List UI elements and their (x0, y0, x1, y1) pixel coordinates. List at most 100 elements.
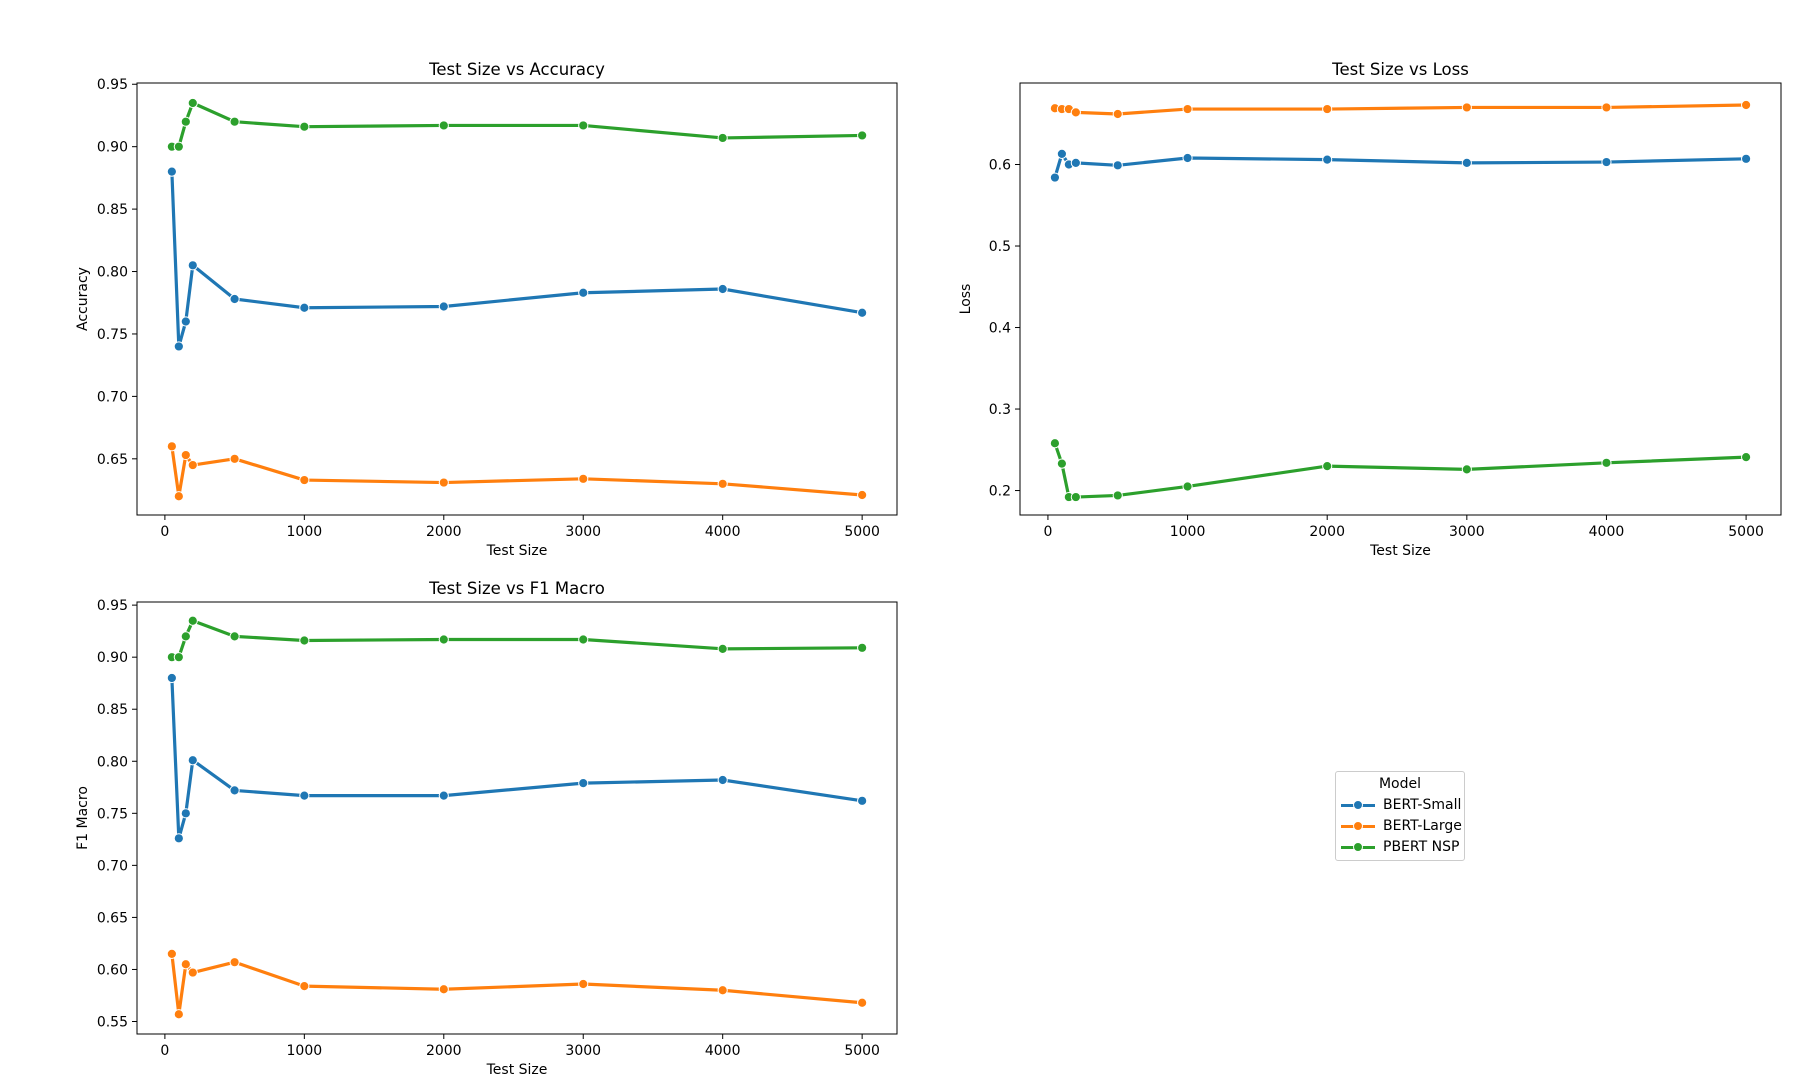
legend-title: Model (1378, 776, 1422, 792)
y-tick-label: 0.70 (97, 389, 128, 405)
data-point-pbert-nsp (438, 120, 449, 131)
x-tick-label: 1000 (287, 1043, 323, 1059)
y-tick-label: 0.5 (989, 239, 1011, 255)
data-point-bert-large (1740, 99, 1752, 111)
data-point-pbert-nsp (180, 116, 191, 127)
data-point-bert-large (1182, 103, 1193, 115)
series-line-pbert-nsp (1053, 441, 1748, 499)
y-tick-label: 0.70 (97, 858, 128, 874)
data-point-pbert-nsp (857, 642, 868, 653)
data-point-bert-large (173, 1009, 184, 1020)
data-point-bert-large (299, 981, 310, 992)
y-tick-label: 0.85 (97, 702, 128, 718)
x-tick-label: 5000 (844, 524, 880, 540)
data-point-pbert-nsp (857, 130, 868, 141)
data-point-bert-small (438, 301, 449, 312)
x-tick-label: 5000 (1728, 524, 1764, 540)
data-point-bert-small (166, 672, 177, 684)
y-axis-label: F1 Macro (75, 786, 91, 850)
x-axis-label: Test Size (486, 543, 548, 559)
data-point-bert-small (857, 307, 868, 318)
series-line-bert-small (170, 170, 864, 349)
x-tick-label: 3000 (565, 524, 601, 540)
data-point-bert-small (578, 778, 589, 789)
data-point-bert-small (1056, 148, 1067, 160)
x-axis-label: Test Size (1369, 543, 1431, 559)
data-point-bert-large (438, 477, 449, 488)
data-point-pbert-nsp (717, 132, 728, 144)
data-point-bert-small (1740, 153, 1752, 164)
data-point-bert-large (229, 957, 240, 968)
chart-title: Test Size vs F1 Macro (428, 579, 605, 598)
data-point-pbert-nsp (173, 652, 184, 663)
data-point-bert-small (187, 755, 198, 766)
data-point-bert-small (857, 795, 868, 806)
x-tick-label: 0 (1043, 524, 1052, 540)
legend-item-bert-large: BERT-Large (1336, 815, 1464, 836)
data-point-bert-small (1070, 157, 1081, 168)
data-point-bert-large (187, 967, 198, 978)
legend-swatch-pbert-nsp (1341, 840, 1375, 854)
legend-label-bert-small: BERT-Small (1383, 796, 1462, 813)
legend-item-bert-small: BERT-Small (1336, 794, 1464, 815)
y-tick-label: 0.75 (97, 806, 128, 822)
data-point-bert-small (166, 166, 177, 177)
data-point-bert-small (1461, 157, 1472, 168)
chart-f1-macro: 0 1000 2000 3000 4000 5000 0.55 0.60 0.65 0.70 0.7… (75, 579, 898, 1078)
data-point-bert-large (1322, 103, 1333, 115)
data-point-bert-large (857, 489, 868, 501)
data-point-pbert-nsp (438, 634, 449, 645)
x-tick-label: 4000 (1589, 524, 1625, 540)
data-point-pbert-nsp (299, 121, 310, 132)
data-point-bert-small (299, 302, 310, 313)
data-point-bert-large (180, 449, 191, 461)
x-tick-label: 0 (160, 524, 169, 540)
y-tick-label: 0.60 (97, 962, 128, 978)
data-point-pbert-nsp (180, 631, 191, 642)
data-point-pbert-nsp (1601, 457, 1612, 468)
series-line-bert-small (170, 676, 864, 840)
series-line-bert-large (1053, 103, 1748, 116)
data-point-bert-large (857, 997, 868, 1008)
data-point-bert-large (180, 959, 191, 970)
chart-accuracy: 0 1000 2000 3000 4000 5000 0.65 0.70 0.75 0.80 0.8… (75, 60, 898, 559)
series-line-bert-large (170, 444, 864, 498)
x-tick-label: 3000 (565, 1043, 601, 1059)
data-point-bert-small (187, 260, 198, 271)
data-point-bert-small (180, 316, 191, 327)
y-tick-label: 0.6 (989, 158, 1011, 174)
data-point-bert-large (1070, 107, 1081, 118)
y-tick-label: 0.2 (989, 484, 1011, 500)
axes-frame (1019, 82, 1782, 516)
legend-swatch-bert-small (1341, 798, 1375, 812)
series-line-pbert-nsp (170, 619, 864, 659)
x-tick-label: 3000 (1449, 524, 1485, 540)
data-point-pbert-nsp (578, 634, 589, 645)
data-point-bert-small (1112, 160, 1123, 171)
axes-frame (136, 601, 898, 1035)
y-tick-label: 0.75 (97, 327, 128, 343)
data-point-pbert-nsp (1740, 452, 1752, 463)
data-point-pbert-nsp (578, 120, 589, 131)
y-tick-label: 0.65 (97, 452, 128, 468)
legend-swatch-bert-large (1341, 819, 1375, 833)
series-line-pbert-nsp (170, 101, 864, 149)
data-point-bert-large (578, 473, 589, 484)
x-tick-label: 0 (160, 1043, 169, 1059)
data-point-pbert-nsp (229, 116, 240, 127)
data-point-bert-small (1182, 152, 1193, 164)
data-point-bert-small (1049, 172, 1061, 183)
data-point-bert-large (578, 978, 589, 990)
data-point-bert-small (229, 293, 240, 305)
data-point-bert-large (229, 453, 240, 464)
data-point-bert-small (173, 833, 184, 844)
y-tick-label: 0.95 (97, 77, 128, 93)
data-point-bert-large (717, 985, 728, 996)
data-point-pbert-nsp (1070, 491, 1081, 503)
data-point-bert-large (1601, 102, 1612, 113)
y-tick-label: 0.80 (97, 265, 128, 281)
data-point-bert-large (299, 474, 310, 486)
y-tick-label: 0.85 (97, 202, 128, 218)
data-point-pbert-nsp (1049, 438, 1061, 449)
chart-title: Test Size vs Loss (1331, 60, 1469, 79)
